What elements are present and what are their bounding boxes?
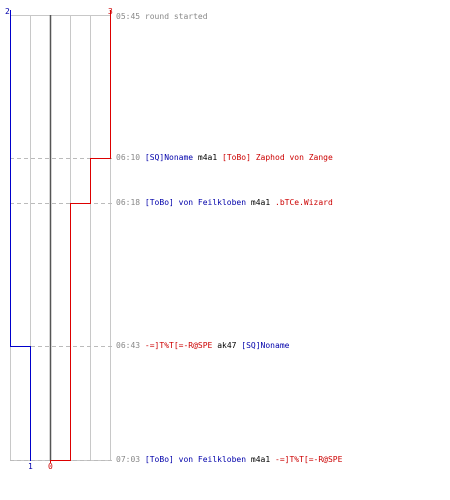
weapon-name: ak47 [217, 341, 237, 350]
killer-name: -=]T%T[=-R@SPE [144, 341, 213, 350]
event-time: 07:03 [116, 455, 141, 464]
event-time: 06:10 [116, 153, 141, 162]
red-team-line [50, 10, 111, 463]
event-markers [10, 158, 114, 461]
red-start-count: 3 [108, 7, 113, 16]
kill-event: 06:10 [SQ]Noname m4a1 [ToBo] Zaphod von … [116, 153, 333, 163]
killer-name: [ToBo] von Feilkloben [144, 198, 247, 207]
kill-event: 06:43 -=]T%T[=-R@SPE ak47 [SQ]Noname [116, 341, 289, 351]
victim-name: [SQ]Noname [241, 341, 290, 350]
weapon-name: m4a1 [250, 198, 271, 207]
timeline-grid [10, 15, 111, 461]
weapon-name: m4a1 [250, 455, 271, 464]
red-end-count: 0 [48, 462, 53, 471]
event-time: 06:43 [116, 341, 141, 350]
kill-event: 07:03 [ToBo] von Feilkloben m4a1 -=]T%T[… [116, 455, 342, 465]
blue-start-count: 2 [5, 7, 10, 16]
event-text: round started [144, 12, 208, 21]
weapon-name: m4a1 [197, 153, 218, 162]
victim-name: [ToBo] Zaphod von Zange [222, 153, 333, 162]
victim-name: -=]T%T[=-R@SPE [275, 455, 343, 464]
killer-name: [ToBo] von Feilkloben [144, 455, 247, 464]
victim-name: .bTCe.Wizard [275, 198, 333, 207]
event-time: 05:45 [116, 12, 141, 21]
blue-end-count: 1 [28, 462, 33, 471]
event-round-start: 05:45 round started [116, 12, 208, 22]
event-time: 06:18 [116, 198, 141, 207]
kill-event: 06:18 [ToBo] von Feilkloben m4a1 .bTCe.W… [116, 198, 333, 208]
killer-name: [SQ]Noname [144, 153, 194, 162]
blue-team-line [10, 10, 31, 461]
